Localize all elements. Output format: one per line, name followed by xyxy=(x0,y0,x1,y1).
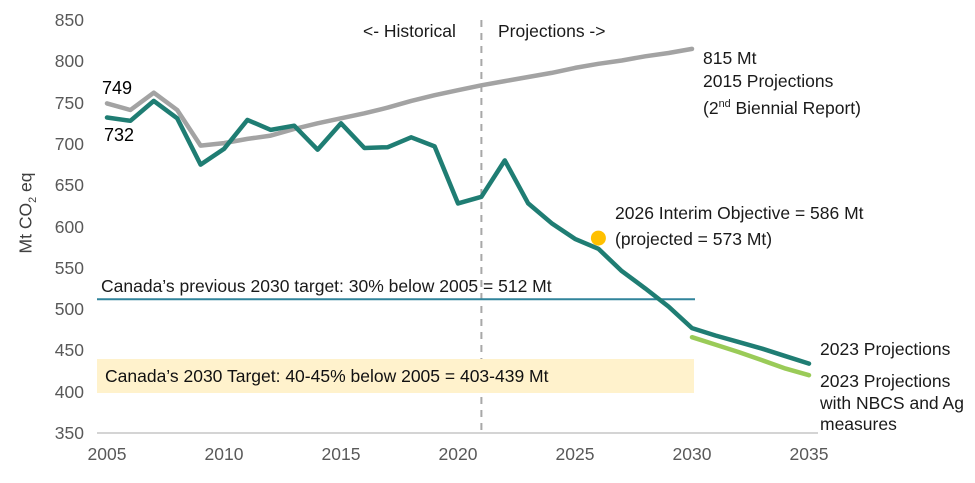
previous-target-label: Canada’s previous 2030 target: 30% below… xyxy=(101,276,552,296)
y-tick-label: 400 xyxy=(54,381,84,402)
y-tick-label: 650 xyxy=(54,175,84,196)
y-tick-label: 700 xyxy=(54,133,84,154)
y-tick-label: 850 xyxy=(54,10,84,30)
interim-objective-line1: 2026 Interim Objective = 586 Mt xyxy=(615,203,864,223)
series-2023-projections-nbcs xyxy=(689,334,812,378)
series-2023-projections xyxy=(104,98,812,366)
gray-series-end-label: 815 Mt 2015 Projections (2nd Biennial Re… xyxy=(703,47,861,120)
y-tick-label: 450 xyxy=(54,340,84,361)
projections-zone-label: Projections -> xyxy=(498,21,606,41)
y-tick-label: 750 xyxy=(54,92,84,113)
x-tick-label: 2005 xyxy=(87,444,127,464)
y-tick-label: 550 xyxy=(54,257,84,278)
y-tick-label: 800 xyxy=(54,51,84,72)
teal-series-start-value: 732 xyxy=(104,125,135,145)
teal-series-end-label: 2023 Projections xyxy=(820,339,951,359)
x-tick-label: 2015 xyxy=(321,444,361,464)
x-tick-label: 2035 xyxy=(789,444,829,464)
green-series-end-label: 2023 Projections with NBCS and Ag measur… xyxy=(820,371,964,434)
current-target-box: Canada’s 2030 Target: 40-45% below 2005 … xyxy=(97,359,694,393)
interim-objective-marker xyxy=(590,230,606,246)
interim-objective-line2: (projected = 573 Mt) xyxy=(615,229,773,249)
y-tick-label: 600 xyxy=(54,216,84,237)
x-tick-label: 2020 xyxy=(438,444,478,464)
gray-end-name: 2015 Projections xyxy=(703,71,834,91)
x-tick-label: 2030 xyxy=(672,444,712,464)
y-tick-label: 350 xyxy=(54,423,84,443)
series-2015-projections xyxy=(104,46,695,148)
y-tick-label: 500 xyxy=(54,299,84,320)
gray-series-start-value: 749 xyxy=(102,78,133,98)
interim-objective-label: 2026 Interim Objective = 586 Mt (project… xyxy=(615,200,864,252)
historical-zone-label: <- Historical xyxy=(363,21,456,41)
x-tick-label: 2025 xyxy=(555,444,595,464)
current-target-label: Canada’s 2030 Target: 40-45% below 2005 … xyxy=(105,365,549,386)
x-tick-label: 2010 xyxy=(204,444,244,464)
gray-end-note: (2nd Biennial Report) xyxy=(703,97,861,118)
gray-end-value: 815 Mt xyxy=(703,48,757,68)
